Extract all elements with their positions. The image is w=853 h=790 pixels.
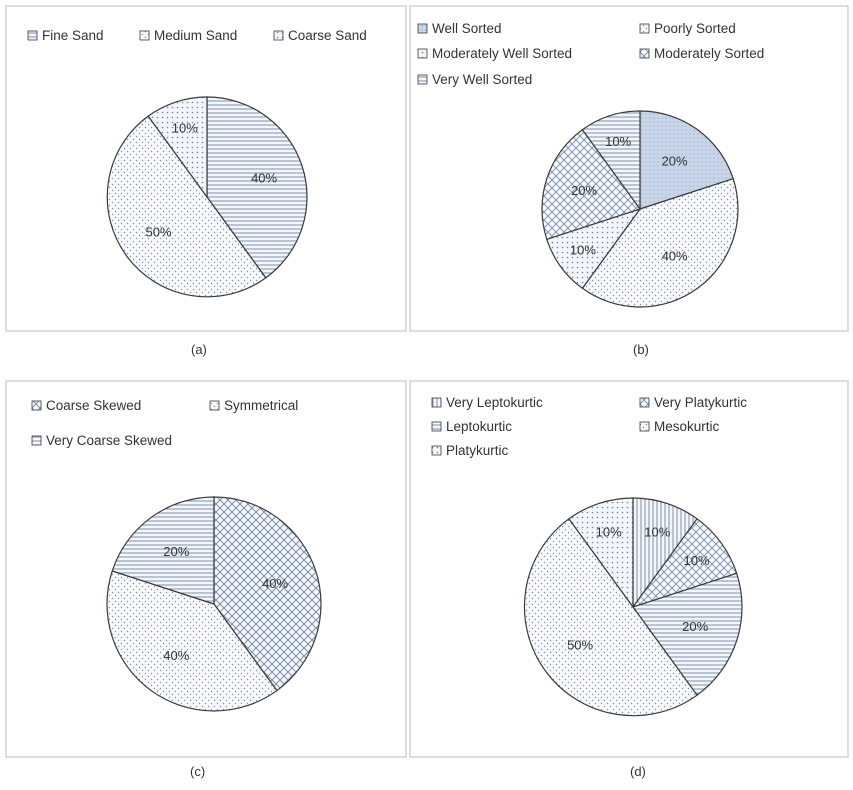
legend-entry: Poorly Sorted (654, 21, 736, 36)
legend-swatch (639, 23, 650, 34)
legend-swatch (273, 30, 284, 41)
panel-c-frame (5, 380, 407, 758)
legend-swatch (31, 400, 42, 411)
legend-entry: Mesokurtic (654, 419, 720, 434)
legend-entry: Coarse Skewed (46, 398, 141, 413)
panel-caption: (d) (630, 764, 646, 779)
legend-entry: Fine Sand (42, 28, 104, 43)
pie-slice (568, 497, 634, 609)
slice-value-label: 20% (571, 183, 597, 198)
panel-a-frame (5, 5, 407, 332)
legend-entry: Platykurtic (446, 443, 509, 458)
slice-value-label: 20% (682, 619, 708, 634)
slice-value-label: 40% (262, 576, 288, 591)
pie-slice (639, 110, 734, 210)
legend-entry: Well Sorted (432, 21, 502, 36)
legend-entry: Symmetrical (224, 398, 298, 413)
pie-slice (541, 128, 641, 241)
slice-value-label: 20% (662, 153, 688, 168)
slice-value-label: 10% (605, 134, 631, 149)
legend-swatch (417, 23, 428, 34)
legend-entry: Very Well Sorted (432, 72, 532, 87)
legend-entry: Very Platykurtic (654, 395, 747, 410)
legend-swatch (639, 421, 650, 432)
panel-caption: (a) (191, 342, 207, 357)
panel-d-frame (409, 380, 849, 758)
legend-entry: Coarse Sand (288, 28, 367, 43)
pie-slice (106, 115, 267, 298)
panel-b-frame (409, 5, 849, 332)
pie-chart-b: Well Sorted Poorly Sorted Moderately Well … (417, 21, 764, 357)
pie-slice (206, 96, 308, 279)
legend-swatch (431, 397, 442, 408)
slice-value-label: 40% (662, 249, 688, 264)
legend-swatch (639, 397, 650, 408)
pie-slice (147, 96, 208, 199)
slice-value-label: 50% (567, 637, 593, 652)
pie-chart-d: Very Leptokurtic Very Platykurtic Leptokur… (431, 395, 747, 779)
legend-entry: Medium Sand (154, 28, 237, 43)
legend-swatch (639, 48, 650, 59)
pie-slice (523, 517, 698, 717)
charts-layer: Fine Sand Medium Sand Coarse Sand 40% 50% 10%… (27, 21, 764, 779)
slice-value-label: 10% (683, 553, 709, 568)
pie-chart-c: Coarse Skewed Symmetrical Very Coarse Skew… (31, 398, 322, 779)
legend-swatch (209, 400, 220, 411)
pie-slice (111, 496, 215, 605)
slice-value-label: 50% (145, 224, 171, 239)
legend-swatch (417, 74, 428, 85)
legend-entry: Very Coarse Skewed (46, 433, 172, 448)
panel-caption: (b) (633, 342, 649, 357)
pie-slice (106, 570, 278, 712)
legend-swatch (431, 445, 442, 456)
legend-swatch (139, 30, 150, 41)
legend-entry: Very Leptokurtic (446, 395, 543, 410)
slice-value-label: 40% (251, 171, 277, 186)
legend-entry: Moderately Well Sorted (432, 46, 572, 61)
legend-swatch (417, 48, 428, 59)
legend-swatch (31, 435, 42, 446)
panel-caption: (c) (190, 764, 205, 779)
legend-entry: Leptokurtic (446, 419, 512, 434)
pie-slice (213, 496, 322, 692)
legend-entry: Moderately Sorted (654, 46, 764, 61)
legend-swatch (431, 421, 442, 432)
pie-slice (581, 110, 641, 211)
legend-swatch (27, 30, 38, 41)
slice-value-label: 10% (596, 524, 622, 539)
slice-value-label: 40% (163, 648, 189, 663)
slice-value-label: 10% (644, 524, 670, 539)
slice-value-label: 10% (570, 243, 596, 258)
pie-slice (581, 177, 739, 308)
slice-value-label: 10% (172, 121, 198, 136)
slice-value-label: 20% (163, 544, 189, 559)
pie-chart-a: Fine Sand Medium Sand Coarse Sand 40% 50% 10%… (27, 28, 367, 357)
pie-slice (632, 572, 743, 697)
